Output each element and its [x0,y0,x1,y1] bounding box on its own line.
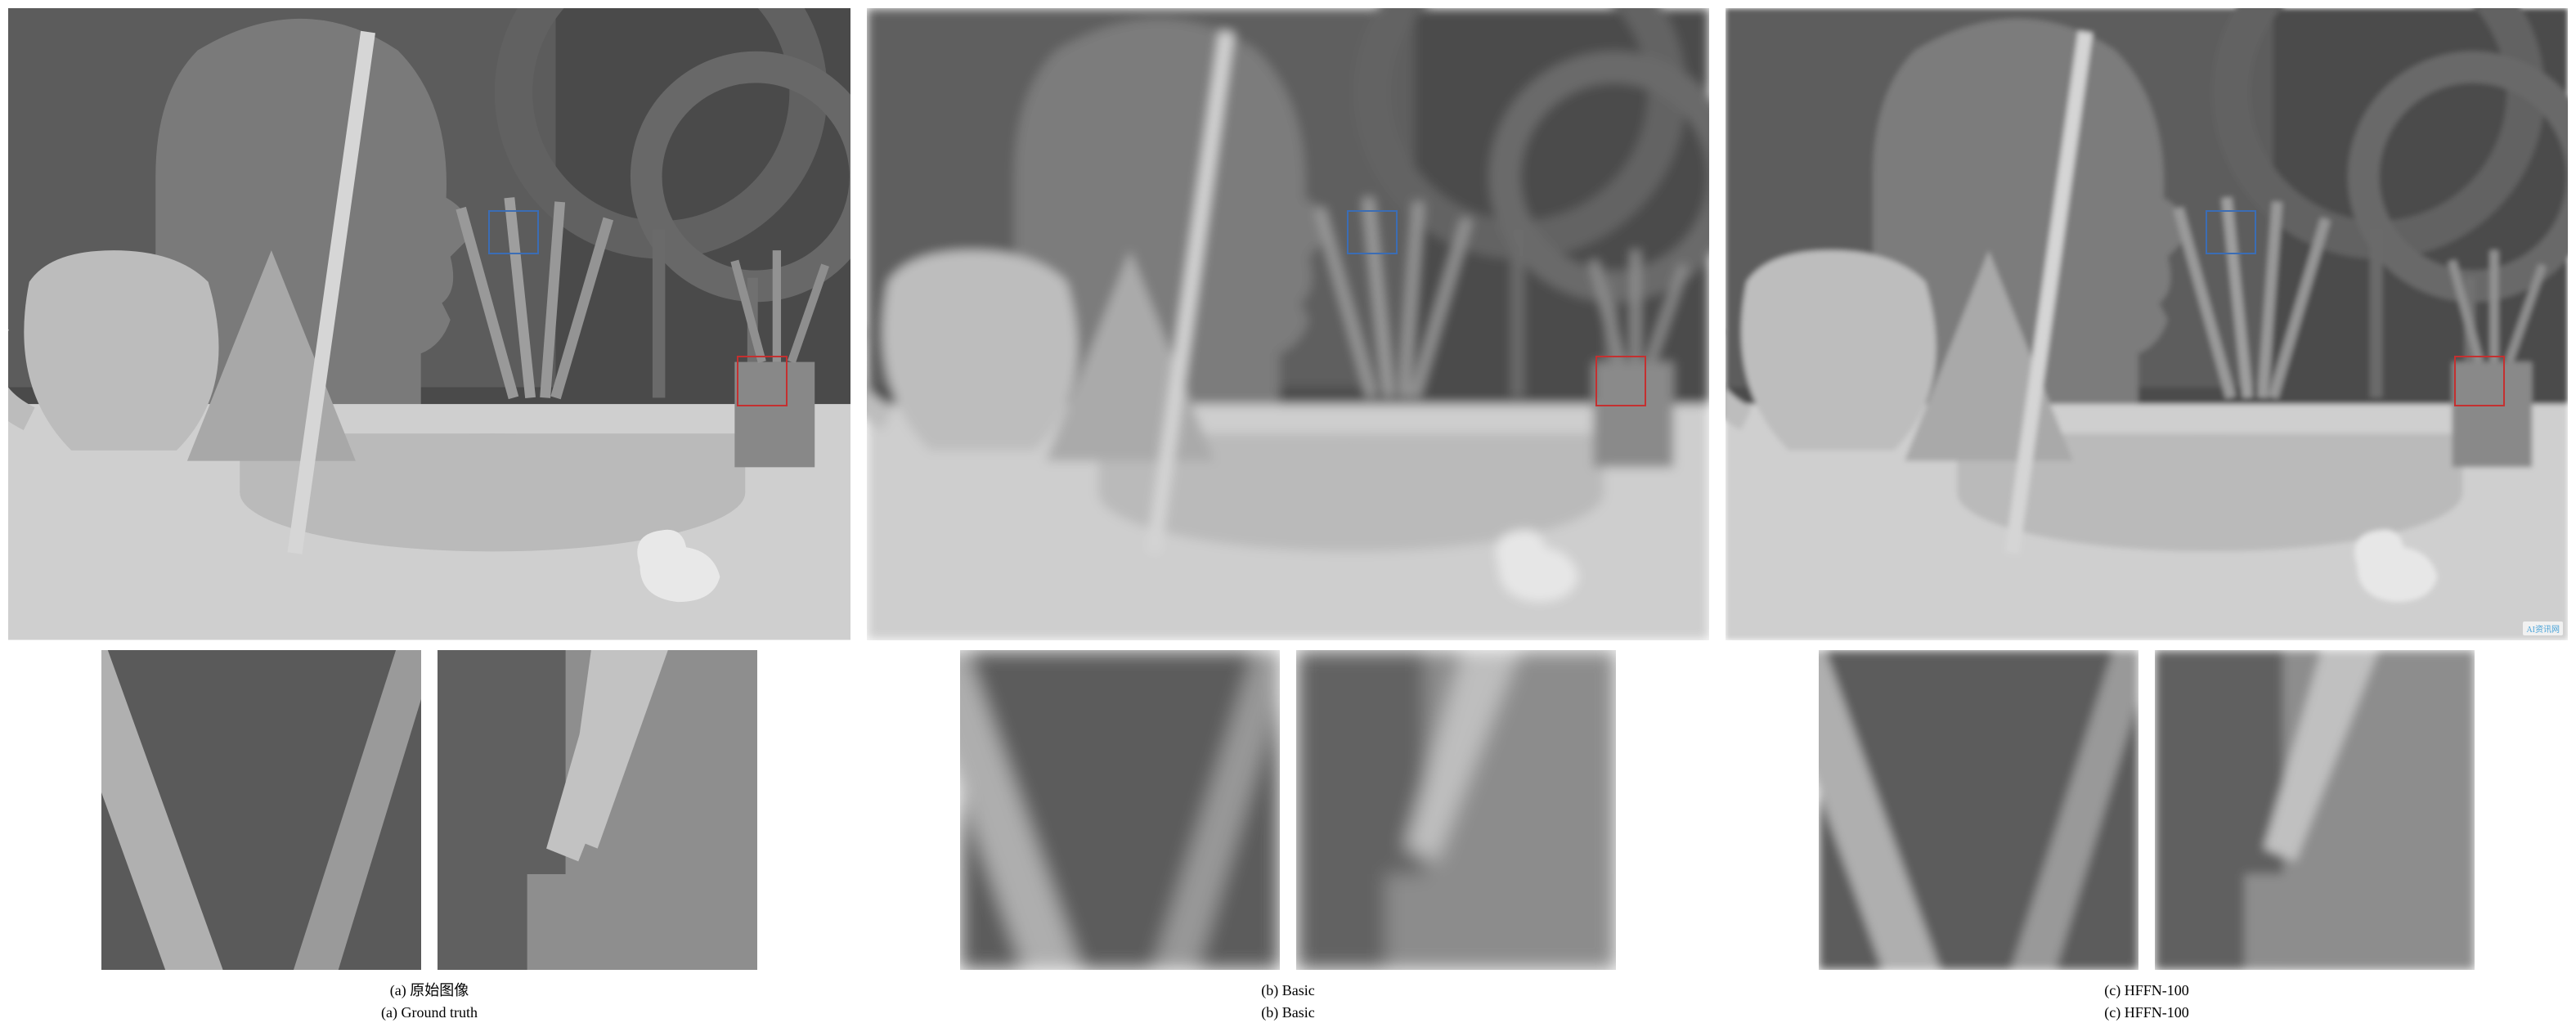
detail-crops-row [8,650,2568,970]
caption-c: (c) HFFN-100 (c) HFFN-100 [1726,980,2568,1024]
detail-a-region2 [438,650,757,970]
detail-group-b [867,650,1709,970]
depth-image-basic [867,8,1709,640]
caption-row: (a) 原始图像 (a) Ground truth (b) Basic (b) … [8,980,2568,1024]
watermark: AI资讯网 [2523,621,2563,635]
detail-c-region2 [2155,650,2475,970]
depth-image-ground-truth [8,8,850,640]
roi-box-blue-c [2206,210,2256,254]
roi-box-blue-a [488,210,539,254]
caption-a-cn: (a) 原始图像 [390,980,469,1002]
roi-box-red-a [737,356,788,406]
detail-group-a [8,650,850,970]
detail-c-region1 [1819,650,2138,970]
detail-b-region2 [1296,650,1616,970]
caption-b-cn: (b) Basic [1261,980,1314,1002]
caption-b: (b) Basic (b) Basic [867,980,1709,1024]
panel-b [867,8,1709,640]
roi-box-red-c [2454,356,2505,406]
depth-svg-c [1726,8,2568,640]
caption-c-cn: (c) HFFN-100 [2104,980,2189,1002]
caption-c-en: (c) HFFN-100 [2104,1002,2189,1024]
detail-a-region1 [101,650,421,970]
detail-group-c [1726,650,2568,970]
depth-maps-row: AI资讯网 [8,8,2568,640]
detail-b-region1 [960,650,1280,970]
depth-image-hffn100: AI资讯网 [1726,8,2568,640]
roi-box-blue-b [1347,210,1398,254]
figure-container: AI资讯网 [8,8,2568,1024]
roi-box-red-b [1595,356,1646,406]
depth-svg-a [8,8,850,640]
caption-b-en: (b) Basic [1261,1002,1314,1024]
panel-a [8,8,850,640]
caption-a: (a) 原始图像 (a) Ground truth [8,980,850,1024]
caption-a-en: (a) Ground truth [381,1002,478,1024]
depth-svg-b [867,8,1709,640]
panel-c: AI资讯网 [1726,8,2568,640]
